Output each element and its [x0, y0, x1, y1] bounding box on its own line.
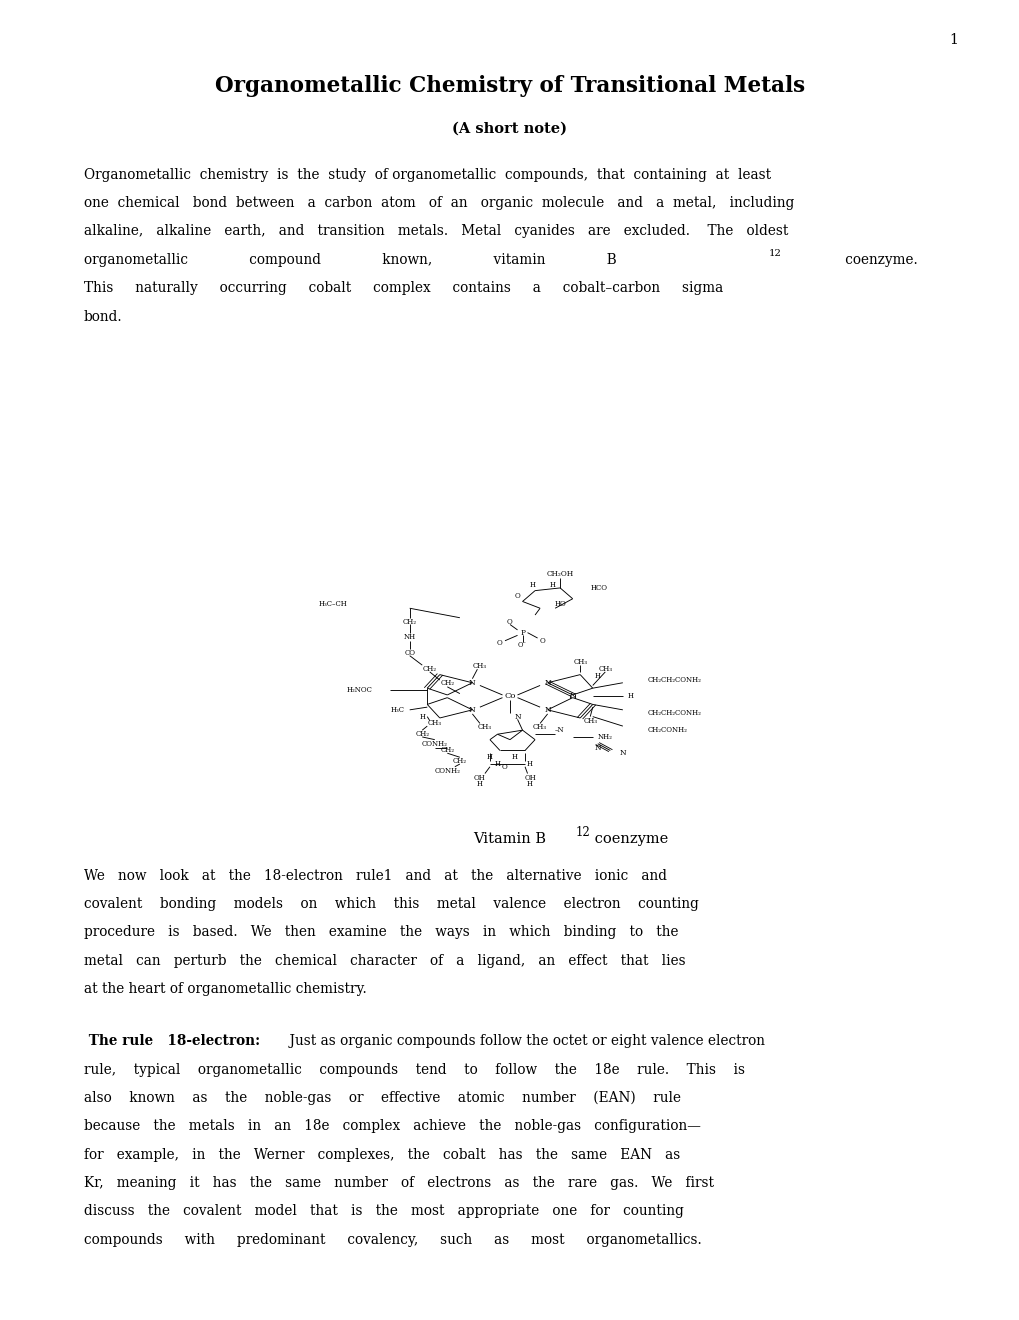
Text: O: O — [539, 636, 545, 644]
Text: coenzyme.: coenzyme. — [784, 253, 917, 267]
Text: HCO: HCO — [590, 583, 606, 591]
Text: N: N — [594, 743, 600, 752]
Text: N: N — [514, 713, 521, 721]
Text: P: P — [520, 628, 525, 636]
Text: OH: OH — [524, 774, 535, 781]
Text: procedure   is   based.   We   then   examine   the   ways   in   which   bindin: procedure is based. We then examine the … — [84, 925, 678, 940]
Text: H₃C: H₃C — [390, 706, 405, 714]
Text: NH: NH — [404, 632, 416, 640]
Text: H: H — [594, 672, 600, 680]
Text: N: N — [569, 692, 576, 701]
Text: CH₃: CH₃ — [583, 717, 597, 725]
Text: H: H — [494, 760, 500, 768]
Text: H₂NOC: H₂NOC — [345, 685, 372, 693]
Text: H: H — [512, 754, 518, 762]
Text: N: N — [469, 678, 475, 686]
Text: H: H — [486, 754, 492, 762]
Text: CH₂: CH₂ — [440, 678, 453, 686]
Text: We   now   look   at   the   18-electron   rule1   and   at   the   alternative : We now look at the 18-electron rule1 and… — [84, 869, 666, 883]
Text: CH₂: CH₂ — [415, 730, 429, 738]
Text: compounds     with     predominant     covalency,     such     as     most     o: compounds with predominant covalency, su… — [84, 1233, 701, 1247]
Text: metal   can   perturb   the   chemical   character   of   a   ligand,   an   eff: metal can perturb the chemical character… — [84, 953, 685, 968]
Text: CONH₂: CONH₂ — [422, 739, 447, 747]
Text: (A short note): (A short note) — [452, 121, 567, 136]
Text: O: O — [496, 639, 502, 648]
Text: CH₃: CH₃ — [533, 723, 546, 731]
Text: Vitamin B: Vitamin B — [473, 832, 546, 846]
Text: N: N — [619, 750, 626, 758]
Text: H: H — [419, 713, 425, 721]
Text: H₃C–CH: H₃C–CH — [318, 601, 346, 609]
Text: CH₂CH₂CONH₂: CH₂CH₂CONH₂ — [647, 676, 701, 684]
Text: O: O — [506, 618, 513, 626]
Text: O: O — [515, 593, 520, 601]
Text: O⁻: O⁻ — [518, 640, 527, 649]
Text: CONH₂: CONH₂ — [434, 767, 460, 775]
Text: CH₃: CH₃ — [473, 663, 486, 671]
Text: CH₂CONH₂: CH₂CONH₂ — [647, 726, 687, 734]
Text: This     naturally     occurring     cobalt     complex     contains     a     c: This naturally occurring cobalt complex … — [84, 281, 722, 296]
Text: Organometallic Chemistry of Transitional Metals: Organometallic Chemistry of Transitional… — [215, 75, 804, 98]
Text: CH₂OH: CH₂OH — [546, 570, 574, 578]
Text: CH₃: CH₃ — [478, 723, 491, 731]
Text: OH: OH — [474, 774, 485, 781]
Text: CH₂: CH₂ — [422, 665, 436, 673]
Text: H: H — [627, 692, 633, 701]
Text: H: H — [527, 780, 533, 788]
Text: discuss   the   covalent   model   that   is   the   most   appropriate   one   : discuss the covalent model that is the m… — [84, 1204, 683, 1218]
Text: organometallic              compound              known,              vitamin   : organometallic compound known, vitamin — [84, 253, 615, 267]
Text: coenzyme: coenzyme — [589, 832, 667, 846]
Text: also    known    as    the    noble-gas    or    effective    atomic    number  : also known as the noble-gas or effective… — [84, 1090, 680, 1105]
Text: Just as organic compounds follow the octet or eight valence electron: Just as organic compounds follow the oct… — [272, 1035, 764, 1048]
Text: rule,    typical    organometallic    compounds    tend    to    follow    the  : rule, typical organometallic compounds t… — [84, 1063, 744, 1077]
Text: alkaline,   alkaline   earth,   and   transition   metals.   Metal   cyanides   : alkaline, alkaline earth, and transition… — [84, 224, 788, 239]
Text: for   example,   in   the   Werner   complexes,   the   cobalt   has   the   sam: for example, in the Werner complexes, th… — [84, 1147, 680, 1162]
Text: because   the   metals   in   an   18e   complex   achieve   the   noble-gas   c: because the metals in an 18e complex ach… — [84, 1119, 700, 1134]
Text: H: H — [549, 581, 555, 589]
Text: N: N — [469, 706, 475, 714]
Text: CH₃: CH₃ — [573, 659, 587, 667]
Text: 1: 1 — [949, 33, 957, 48]
Text: CH₂CH₂CONH₂: CH₂CH₂CONH₂ — [647, 709, 701, 717]
Text: –N: –N — [554, 726, 565, 734]
Text: covalent    bonding    models    on    which    this    metal    valence    elec: covalent bonding models on which this me… — [84, 898, 698, 911]
Text: Organometallic  chemistry  is  the  study  of organometallic  compounds,  that  : Organometallic chemistry is the study of… — [84, 168, 770, 182]
Text: The rule   18-electron:: The rule 18-electron: — [84, 1035, 260, 1048]
Text: at the heart of organometallic chemistry.: at the heart of organometallic chemistry… — [84, 982, 366, 997]
Text: CH₂: CH₂ — [440, 747, 453, 755]
Text: NH₂: NH₂ — [597, 733, 612, 741]
Text: CH₃: CH₃ — [598, 665, 611, 673]
Text: O: O — [501, 763, 507, 771]
Text: one  chemical   bond  between   a  carbon  atom   of  an   organic  molecule   a: one chemical bond between a carbon atom … — [84, 195, 793, 210]
Text: N: N — [544, 678, 550, 686]
Text: CO: CO — [404, 649, 415, 657]
Text: CH₂: CH₂ — [452, 758, 467, 766]
Text: 12: 12 — [768, 248, 782, 257]
Text: 12: 12 — [576, 826, 590, 840]
Text: Kr,   meaning   it   has   the   same   number   of   electrons   as   the   rar: Kr, meaning it has the same number of el… — [84, 1176, 713, 1191]
Text: Co: Co — [503, 692, 516, 701]
Text: H: H — [529, 581, 535, 589]
Text: H: H — [477, 780, 482, 788]
Text: CH₂: CH₂ — [403, 618, 417, 626]
Text: bond.: bond. — [84, 309, 122, 323]
Text: HO: HO — [553, 601, 566, 609]
Text: N: N — [544, 706, 550, 714]
Text: H: H — [527, 760, 533, 768]
Text: CH₃: CH₃ — [427, 719, 441, 727]
